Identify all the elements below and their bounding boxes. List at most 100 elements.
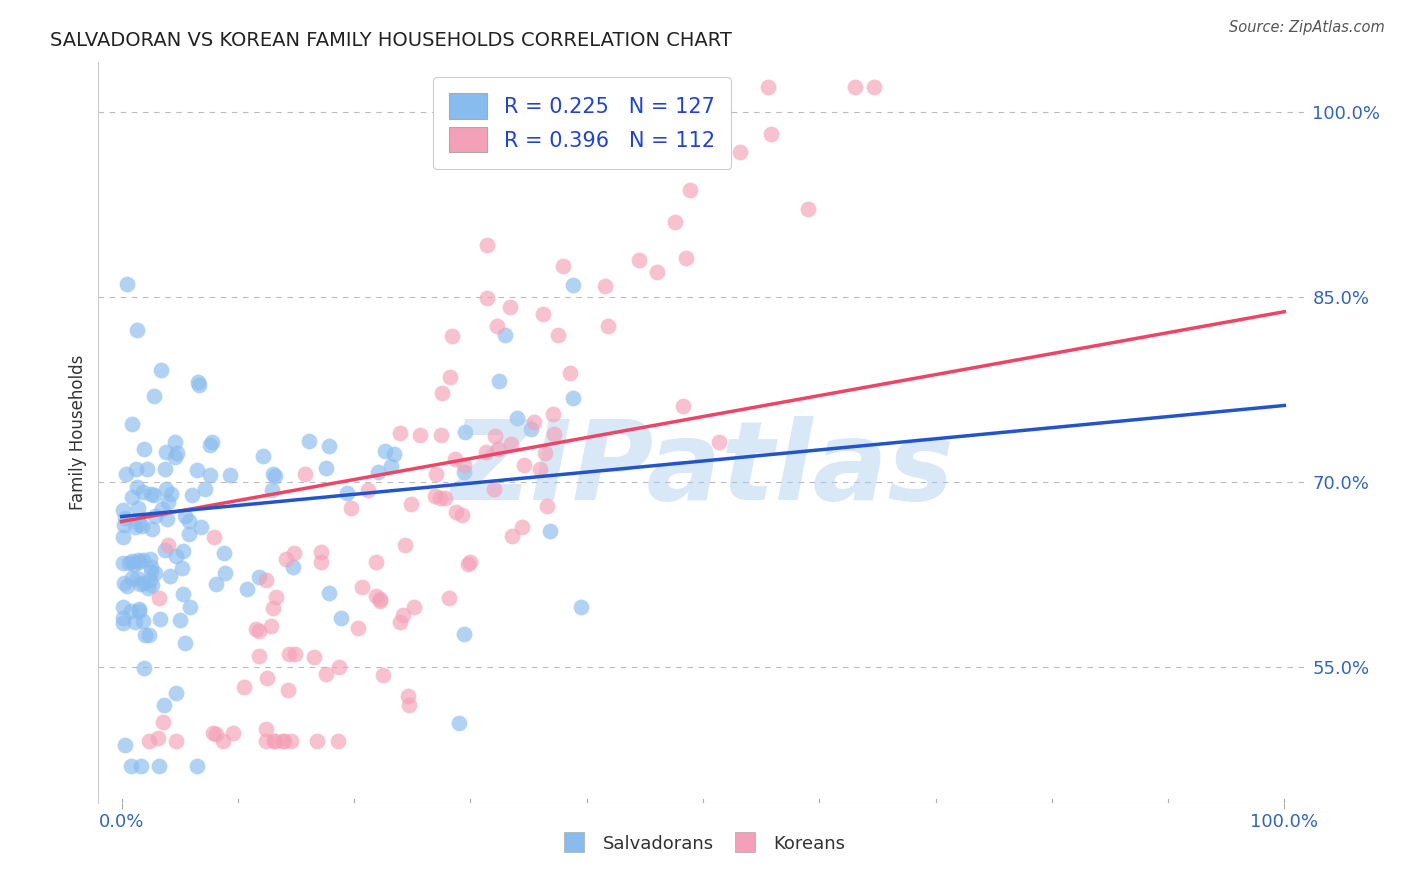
Point — [529, 462, 551, 476]
Point — [281, 560, 304, 574]
Point — [198, 468, 221, 483]
Point — [628, 252, 651, 267]
Point — [519, 422, 541, 436]
Point — [169, 613, 191, 627]
Point — [262, 601, 284, 615]
Point — [425, 467, 447, 481]
Point — [388, 615, 411, 629]
Point — [486, 442, 509, 456]
Point — [128, 604, 150, 618]
Point — [505, 411, 527, 425]
Text: ZIPatlas: ZIPatlas — [451, 417, 955, 523]
Point — [177, 514, 200, 528]
Point — [260, 483, 283, 497]
Point — [112, 517, 135, 532]
Point — [664, 215, 686, 229]
Text: SALVADORAN VS KOREAN FAMILY HOUSEHOLDS CORRELATION CHART: SALVADORAN VS KOREAN FAMILY HOUSEHOLDS C… — [51, 30, 733, 50]
Point — [204, 727, 226, 741]
Point — [125, 480, 148, 494]
Point — [198, 437, 221, 451]
Point — [159, 569, 181, 583]
Point — [214, 546, 236, 560]
Y-axis label: Family Households: Family Households — [69, 355, 87, 510]
Point — [263, 734, 285, 748]
Point — [284, 647, 307, 661]
Point — [277, 683, 299, 698]
Point — [607, 80, 630, 95]
Point — [364, 589, 387, 603]
Point — [569, 599, 592, 614]
Point — [454, 425, 477, 439]
Point — [501, 529, 523, 543]
Point — [232, 680, 254, 694]
Point — [347, 621, 370, 635]
Point — [273, 734, 295, 748]
Point — [844, 80, 866, 95]
Point — [398, 698, 420, 713]
Point — [202, 530, 225, 544]
Point — [179, 599, 201, 614]
Point — [318, 439, 340, 453]
Point — [534, 445, 557, 459]
Point — [759, 127, 782, 141]
Point — [260, 619, 283, 633]
Point — [304, 650, 326, 665]
Point — [148, 591, 170, 606]
Point — [201, 435, 224, 450]
Point — [149, 362, 172, 376]
Point — [501, 437, 523, 451]
Point — [711, 97, 734, 112]
Point — [139, 560, 162, 574]
Point — [111, 600, 134, 615]
Point — [121, 554, 143, 568]
Point — [186, 463, 208, 477]
Point — [132, 484, 155, 499]
Point — [136, 582, 159, 596]
Point — [523, 415, 546, 429]
Point — [374, 444, 396, 458]
Point — [143, 488, 166, 502]
Point — [274, 552, 297, 566]
Point — [125, 323, 148, 337]
Point — [111, 611, 134, 625]
Point — [124, 615, 146, 630]
Point — [382, 447, 405, 461]
Point — [134, 628, 156, 642]
Point — [256, 734, 278, 748]
Point — [451, 508, 474, 523]
Point — [593, 279, 616, 293]
Point — [180, 488, 202, 502]
Point — [488, 375, 510, 389]
Point — [475, 291, 498, 305]
Point — [142, 389, 165, 403]
Point — [149, 611, 172, 625]
Point — [305, 734, 328, 748]
Point — [159, 486, 181, 500]
Point — [111, 502, 134, 516]
Point — [120, 604, 142, 618]
Point — [165, 686, 187, 700]
Point — [485, 319, 508, 334]
Point — [561, 391, 583, 405]
Point — [152, 715, 174, 730]
Point — [444, 451, 467, 466]
Point — [128, 554, 150, 568]
Point — [315, 667, 337, 681]
Point — [141, 577, 163, 591]
Point — [155, 482, 177, 496]
Point — [165, 734, 187, 748]
Point — [114, 467, 136, 481]
Point — [309, 545, 332, 559]
Point — [111, 616, 134, 631]
Point — [336, 486, 359, 500]
Point — [157, 538, 180, 552]
Point — [214, 566, 236, 580]
Point — [273, 734, 295, 748]
Point — [675, 251, 697, 265]
Point — [538, 524, 561, 539]
Point — [370, 594, 392, 608]
Point — [396, 690, 419, 704]
Point — [205, 577, 228, 591]
Point — [188, 378, 211, 392]
Point — [596, 318, 619, 333]
